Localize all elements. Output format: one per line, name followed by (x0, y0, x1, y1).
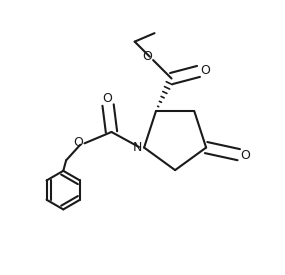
Text: N: N (132, 141, 142, 154)
Text: O: O (103, 92, 113, 105)
Text: O: O (73, 136, 83, 149)
Text: O: O (240, 149, 250, 162)
Text: O: O (200, 64, 210, 76)
Text: O: O (142, 50, 152, 63)
